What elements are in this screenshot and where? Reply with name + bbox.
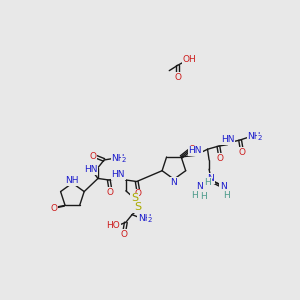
Text: HN: HN bbox=[84, 166, 98, 175]
Text: HO: HO bbox=[106, 221, 120, 230]
Text: N: N bbox=[207, 174, 214, 183]
Text: HN: HN bbox=[188, 146, 202, 155]
Text: O: O bbox=[174, 73, 181, 82]
Text: N: N bbox=[196, 182, 203, 191]
Text: N: N bbox=[220, 182, 226, 191]
Text: O: O bbox=[121, 230, 128, 239]
Text: 2: 2 bbox=[148, 217, 152, 223]
Text: H: H bbox=[200, 192, 207, 201]
Text: 2: 2 bbox=[121, 157, 126, 163]
Text: NH: NH bbox=[66, 176, 79, 185]
Text: NH: NH bbox=[247, 132, 261, 141]
Text: S: S bbox=[131, 194, 138, 203]
Text: H: H bbox=[191, 191, 198, 200]
Text: O: O bbox=[238, 148, 245, 157]
Text: O: O bbox=[216, 154, 224, 163]
Text: 2: 2 bbox=[257, 135, 262, 141]
Text: O: O bbox=[51, 204, 58, 213]
Text: S: S bbox=[134, 202, 141, 212]
Text: OH: OH bbox=[182, 55, 196, 64]
Text: NH: NH bbox=[111, 154, 125, 163]
Text: HN: HN bbox=[221, 136, 234, 145]
Text: HN: HN bbox=[111, 170, 125, 179]
Text: N: N bbox=[170, 178, 177, 187]
Text: O: O bbox=[188, 145, 196, 154]
Text: NH: NH bbox=[138, 214, 151, 223]
Text: H: H bbox=[204, 178, 211, 187]
Text: O: O bbox=[89, 152, 96, 160]
Text: O: O bbox=[107, 188, 114, 197]
Text: O: O bbox=[135, 189, 142, 198]
Text: H: H bbox=[224, 191, 230, 200]
